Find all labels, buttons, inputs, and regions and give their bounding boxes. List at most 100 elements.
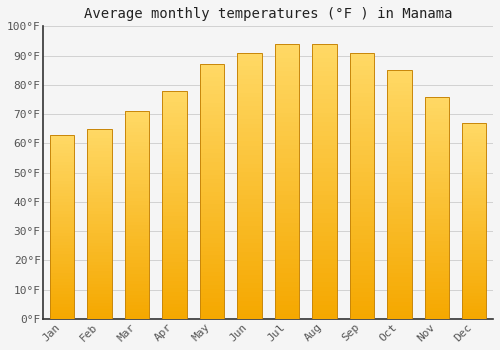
Bar <box>312 241 336 246</box>
Bar <box>200 302 224 306</box>
Bar <box>424 141 449 145</box>
Bar <box>238 190 262 195</box>
Bar <box>275 44 299 48</box>
Bar <box>350 314 374 319</box>
Bar <box>350 52 374 319</box>
Bar <box>350 301 374 306</box>
Bar <box>350 234 374 239</box>
Bar <box>200 221 224 225</box>
Bar <box>312 48 336 53</box>
Bar <box>424 304 449 308</box>
Bar <box>162 281 187 285</box>
Bar <box>275 108 299 113</box>
Bar <box>125 114 150 118</box>
Bar <box>238 97 262 101</box>
Bar <box>387 87 411 91</box>
Bar <box>312 113 336 117</box>
Bar <box>462 253 486 257</box>
Bar <box>312 301 336 305</box>
Bar <box>125 239 150 243</box>
Bar <box>275 177 299 181</box>
Bar <box>162 98 187 102</box>
Bar <box>312 94 336 99</box>
Bar <box>88 240 112 243</box>
Bar <box>462 309 486 312</box>
Bar <box>424 289 449 293</box>
Bar <box>50 165 74 168</box>
Bar <box>387 195 411 199</box>
Bar <box>387 199 411 203</box>
Bar <box>200 276 224 281</box>
Bar <box>88 287 112 290</box>
Bar <box>275 58 299 62</box>
Bar <box>162 205 187 209</box>
Bar <box>238 119 262 124</box>
Bar <box>162 243 187 247</box>
Bar <box>424 208 449 211</box>
Bar <box>238 163 262 168</box>
Bar <box>162 155 187 159</box>
Bar <box>125 194 150 198</box>
Bar <box>50 150 74 153</box>
Bar <box>275 218 299 223</box>
Bar <box>387 294 411 298</box>
Bar <box>162 152 187 155</box>
Bar <box>312 268 336 273</box>
Bar <box>200 98 224 103</box>
Bar <box>424 174 449 178</box>
Bar <box>312 44 336 48</box>
Bar <box>88 135 112 138</box>
Bar <box>88 306 112 309</box>
Bar <box>88 290 112 294</box>
Bar <box>350 124 374 128</box>
Bar <box>125 111 150 114</box>
Bar <box>424 97 449 319</box>
Bar <box>50 242 74 245</box>
Bar <box>387 302 411 307</box>
Bar <box>162 239 187 243</box>
Bar <box>462 247 486 250</box>
Bar <box>50 211 74 215</box>
Bar <box>462 211 486 214</box>
Bar <box>424 234 449 237</box>
Bar <box>238 57 262 62</box>
Bar <box>387 124 411 128</box>
Bar <box>50 196 74 199</box>
Bar <box>424 126 449 130</box>
Bar <box>238 141 262 146</box>
Bar <box>200 230 224 234</box>
Bar <box>275 154 299 159</box>
Bar <box>312 227 336 232</box>
Bar <box>312 292 336 296</box>
Bar <box>238 186 262 190</box>
Bar <box>350 279 374 284</box>
Bar <box>424 134 449 137</box>
Bar <box>312 200 336 204</box>
Bar <box>50 217 74 220</box>
Bar <box>162 228 187 231</box>
Bar <box>50 227 74 230</box>
Bar <box>462 218 486 221</box>
Bar <box>50 236 74 239</box>
Bar <box>462 185 486 188</box>
Bar <box>387 278 411 282</box>
Bar <box>162 277 187 281</box>
Bar <box>125 121 150 125</box>
Bar <box>387 224 411 228</box>
Bar <box>350 266 374 270</box>
Bar <box>312 273 336 278</box>
Bar <box>424 197 449 200</box>
Bar <box>387 269 411 273</box>
Bar <box>200 128 224 132</box>
Bar <box>162 308 187 311</box>
Bar <box>50 313 74 316</box>
Bar <box>387 153 411 157</box>
Bar <box>200 200 224 204</box>
Bar <box>312 255 336 259</box>
Bar <box>462 296 486 299</box>
Bar <box>238 133 262 137</box>
Bar <box>50 168 74 172</box>
Bar <box>312 250 336 255</box>
Bar <box>125 153 150 156</box>
Bar <box>424 160 449 163</box>
